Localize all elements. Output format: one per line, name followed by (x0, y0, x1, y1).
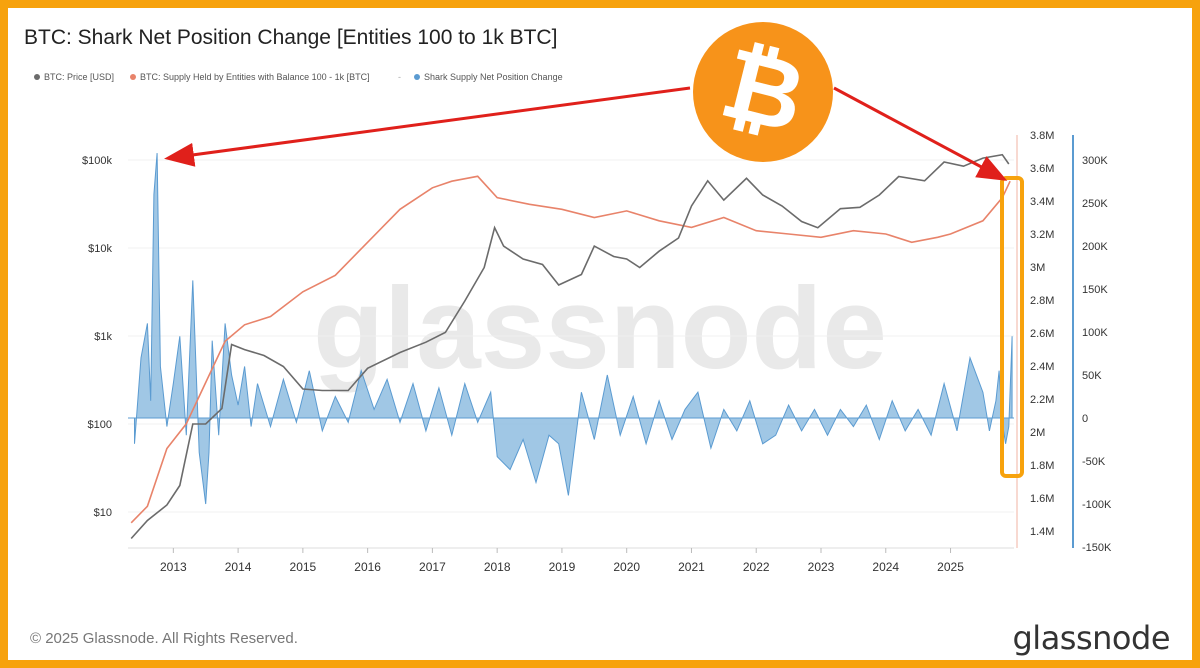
y-mid-tick-label: 3.6M (1030, 163, 1054, 175)
netpos-area (133, 153, 1013, 505)
x-tick-label: 2024 (872, 560, 899, 574)
chart-title: BTC: Shark Net Position Change [Entities… (24, 26, 558, 49)
y-right-tick-label: 200K (1082, 241, 1108, 253)
legend-label-price: BTC: Price [USD] (44, 72, 115, 82)
supply-line (130, 175, 1011, 524)
x-tick-label: 2014 (225, 560, 252, 574)
y-right-tick-label: -150K (1082, 542, 1112, 554)
y-right-tick-label: 50K (1082, 370, 1102, 382)
y-left-tick-label: $10k (88, 243, 112, 255)
series-netpos (128, 153, 1014, 505)
legend-label-netpos: Shark Supply Net Position Change (424, 72, 563, 82)
arrow-to-2025-box (833, 86, 1008, 181)
axes: $100k $10k $1k $100 $10 3.8M 3.6M 3.4M 3.2M 3M 2.8… (82, 130, 1112, 574)
x-tick-label: 2021 (678, 560, 705, 574)
x-tick-label: 2019 (549, 560, 576, 574)
bitcoin-logo-icon: ₿ (693, 22, 833, 162)
legend-item-supply[interactable]: BTC: Supply Held by Entities with Balanc… (130, 72, 370, 82)
x-tick-label: 2018 (484, 560, 511, 574)
x-tick-label: 2016 (354, 560, 381, 574)
y-left-tick-label: $100 (88, 419, 112, 431)
x-tick-label: 2017 (419, 560, 446, 574)
highlight-box (1000, 176, 1024, 478)
series-price (130, 153, 1010, 540)
y-mid-tick-label: 1.8M (1030, 460, 1054, 472)
x-tick-label: 2025 (937, 560, 964, 574)
brand-logo: glassnode (1012, 619, 1170, 657)
y-right-tick-label: 150K (1082, 284, 1108, 296)
x-tick-label: 2015 (290, 560, 317, 574)
price-line (130, 153, 1010, 540)
y-mid-tick-label: 3.4M (1030, 196, 1054, 208)
legend-item-dash[interactable]: - (398, 72, 401, 82)
y-mid-tick-label: 1.6M (1030, 493, 1054, 505)
y-left-tick-label: $10 (94, 507, 112, 519)
y-right-tick-label: 250K (1082, 198, 1108, 210)
y-mid-tick-label: 2.8M (1030, 295, 1054, 307)
y-mid-tick-label: 3M (1030, 262, 1045, 274)
y-left-tick-label: $1k (94, 331, 112, 343)
x-tick-label: 2020 (613, 560, 640, 574)
y-right-tick-label: -50K (1082, 456, 1106, 468)
y-right-tick-label: 100K (1082, 327, 1108, 339)
arrow-to-2012-spike (164, 86, 691, 167)
y-mid-tick-label: 2.4M (1030, 361, 1054, 373)
y-mid-tick-label: 2.6M (1030, 328, 1054, 340)
legend-label-dash: - (398, 72, 401, 82)
y-left-tick-label: $100k (82, 155, 112, 167)
annotations: ₿ (164, 22, 1024, 478)
y-mid-tick-label: 3.2M (1030, 229, 1054, 241)
legend-dot-supply (130, 74, 136, 80)
y-mid-tick-label: 2M (1030, 427, 1045, 439)
x-tick-label: 2022 (743, 560, 770, 574)
x-tick-label: 2013 (160, 560, 187, 574)
legend-dot-price (34, 74, 40, 80)
y-right-tick-label: 0 (1082, 413, 1088, 425)
legend-item-price[interactable]: BTC: Price [USD] (34, 72, 114, 82)
x-tick-label: 2023 (808, 560, 835, 574)
legend-label-supply: BTC: Supply Held by Entities with Balanc… (140, 72, 370, 82)
legend-item-netpos[interactable]: Shark Supply Net Position Change (414, 72, 563, 82)
copyright-text: © 2025 Glassnode. All Rights Reserved. (30, 630, 298, 647)
y-right-tick-label: 300K (1082, 155, 1108, 167)
y-mid-tick-label: 1.4M (1030, 526, 1054, 538)
y-mid-tick-label: 2.2M (1030, 394, 1054, 406)
y-mid-tick-label: 3.8M (1030, 130, 1054, 142)
y-right-tick-label: -100K (1082, 499, 1112, 511)
watermark-text: glassnode (313, 263, 887, 393)
series-supply (130, 175, 1011, 524)
legend-dot-netpos (414, 74, 420, 80)
